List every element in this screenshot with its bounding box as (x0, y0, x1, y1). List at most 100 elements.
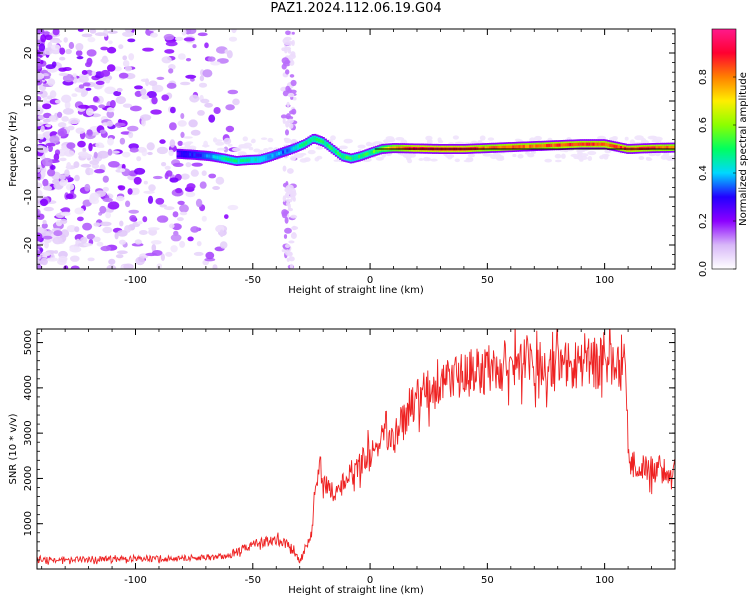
spectrogram-ridge-cell (575, 142, 579, 146)
spectrogram-ridge-cell (345, 155, 348, 159)
spectrogram-ridge-cell (535, 144, 538, 148)
spectrogram-cell (260, 137, 268, 140)
spectrogram-cell (267, 137, 274, 143)
spectrogram-cell (314, 157, 320, 162)
spectrogram-ridge-cell (529, 144, 532, 148)
spectrogram-cell (65, 183, 75, 191)
spectrogram-cell (161, 162, 167, 167)
spectrogram-ridge-cell (588, 142, 591, 146)
spectrogram-ridge-cell (212, 155, 215, 159)
spectrogram-cell (73, 161, 80, 169)
spectrogram-ridge-cell (560, 143, 564, 147)
spectrogram-cell (204, 257, 216, 262)
spectrogram-cell (57, 122, 67, 128)
spectrogram-ridge-cell (341, 154, 344, 158)
spectrogram-ridge-cell (558, 143, 562, 147)
spectrogram-cell (37, 245, 42, 249)
spectrogram-ridge-cell (653, 146, 657, 150)
spectrogram-cell (579, 156, 588, 161)
spectrogram-cell (165, 41, 178, 47)
spectrogram-ridge-cell (199, 153, 203, 157)
spectrogram-ridge-cell (358, 155, 361, 159)
spectrogram-ridge-cell (592, 142, 595, 146)
spectrogram-cell (83, 243, 93, 247)
spectrogram-ridge-cell (586, 142, 589, 146)
spectrogram-cell (284, 217, 289, 224)
spectrogram-cell (60, 94, 72, 104)
spectrogram-ridge-cell (398, 146, 401, 150)
spectrogram-cell (50, 39, 62, 44)
spectrogram-cell (78, 84, 85, 89)
spectrogram-cell (284, 244, 291, 248)
spectrogram-ridge-cell (362, 153, 365, 157)
spectrogram-cell (168, 68, 174, 74)
spectrogram-cell (423, 156, 430, 162)
spectrogram-cell (163, 33, 175, 41)
spectrogram-cell (52, 236, 63, 245)
spectrogram-cell (94, 32, 107, 37)
spectrogram-ridge-cell (546, 144, 549, 148)
spectrogram-ridge-cell (410, 146, 414, 150)
spectrogram-ridge-cell (311, 137, 315, 141)
spectrogram-cell (146, 142, 155, 151)
spectrogram-cell (291, 226, 299, 230)
spectrogram-cell (98, 104, 106, 109)
spectrogram-ridge-cell (305, 141, 308, 145)
spectrogram-cell (634, 135, 644, 141)
spectrogram-cell (108, 161, 120, 168)
spectrogram-cell (467, 153, 476, 158)
spectrogram-cell (129, 215, 137, 222)
spectrogram-cell (290, 79, 297, 87)
spectrogram-cell (66, 142, 76, 150)
spectrogram-cell (223, 146, 229, 153)
spectrogram-cell (219, 241, 228, 249)
spectrogram-cell (169, 223, 175, 229)
spectrogram-cell (127, 125, 139, 132)
spectrogram-cell (159, 204, 167, 208)
spectrogram-ridge-cell (364, 152, 367, 156)
spectrogram-cell (51, 44, 61, 51)
spectrogram-ridge-cell (590, 142, 593, 146)
spectrogram-cell (43, 96, 48, 104)
spectrogram-ridge-cell (339, 153, 342, 157)
spectrogram-cell (38, 139, 43, 144)
spectrogram-cell (159, 139, 166, 144)
spectrogram-cell (140, 114, 152, 121)
spectrogram-cell (172, 162, 184, 167)
spectrogram-cell (210, 61, 221, 66)
spectrogram-ridge-cell (330, 146, 334, 151)
spectrogram-cell (104, 86, 116, 95)
x-tick-label: -50 (245, 275, 261, 286)
spectrogram-ridge-cell (594, 142, 598, 146)
spectrogram-cell (63, 265, 69, 269)
colorbar-tick-label: 0.0 (698, 261, 709, 277)
spectrogram-cell (561, 153, 566, 159)
spectrogram-cell (487, 137, 495, 141)
spectrogram-cell (286, 201, 290, 207)
spectrogram-ridge-cell (660, 146, 663, 150)
spectrogram-cell (208, 114, 216, 123)
spectrogram-cell (57, 111, 63, 118)
spectrogram-ridge-cell (237, 159, 241, 163)
spectrogram-ridge-cell (655, 146, 659, 150)
spectrogram-cell (96, 241, 104, 247)
spectrogram-cell (223, 137, 232, 145)
spectrogram-cell (77, 151, 89, 157)
spectrogram-cell (134, 90, 143, 97)
spectrogram-cell (75, 50, 83, 57)
spectrogram-cell (286, 101, 290, 108)
spectrogram-cell (343, 138, 353, 144)
colorbar-tick-label: 0.4 (698, 165, 709, 181)
spectrogram-cell (140, 88, 147, 96)
spectrogram-cell (143, 190, 155, 194)
spectrogram-cell (124, 29, 133, 33)
spectrogram-ridge-cell (214, 155, 218, 159)
spectrogram-ridge-cell (613, 144, 617, 148)
spectrogram-cell (338, 145, 348, 150)
spectrogram-cell (645, 157, 653, 161)
spectrogram-cell (186, 147, 195, 150)
spectrogram-cell (185, 143, 191, 148)
spectrogram-ridge-cell (387, 146, 391, 150)
spectrogram-cell (381, 152, 387, 158)
